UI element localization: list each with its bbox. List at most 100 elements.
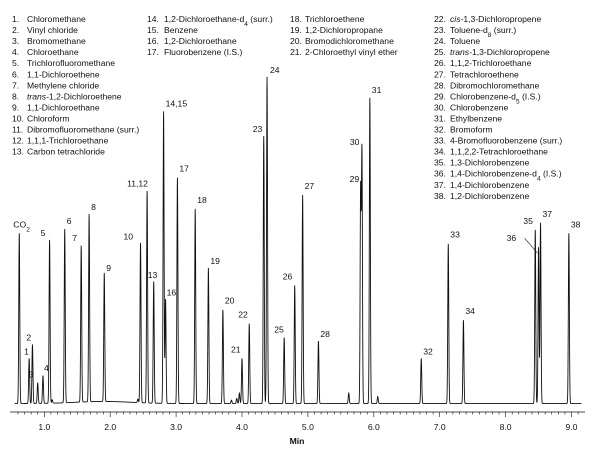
legend-item-number: 30. xyxy=(434,102,446,112)
legend-item-number: 19. xyxy=(290,25,302,35)
legend-item-name: Methylene chloride xyxy=(27,80,99,90)
legend-item-name: Chlorobenzene xyxy=(450,102,509,112)
legend-item-name: Dibromochloromethane xyxy=(450,80,540,90)
legend-item-number: 12. xyxy=(12,136,24,146)
legend-item-name: trans-1,3-Dichloropropene xyxy=(450,47,550,57)
legend-item-number: 27. xyxy=(434,69,446,79)
legend-item-number: 25. xyxy=(434,47,446,57)
peak-label: 36 xyxy=(507,233,517,243)
legend-item-name: Benzene xyxy=(164,25,198,35)
legend-item-name: Bromomethane xyxy=(27,36,86,46)
legend-item-number: 33. xyxy=(434,136,446,146)
legend-item-name: 1,2-Dichloropropane xyxy=(305,25,383,35)
legend-item-name: Bromodichloromethane xyxy=(305,36,394,46)
peak-label: 19 xyxy=(210,256,220,266)
x-tick-label: 3.0 xyxy=(170,422,182,432)
legend-item-name: 4-Bromofluorobenzene (surr.) xyxy=(450,136,562,146)
legend-item-number: 13. xyxy=(12,147,24,157)
legend-item-number: 10. xyxy=(12,113,24,123)
peak-label: 11,12 xyxy=(127,179,148,189)
legend-item-name: Tetrachloroethene xyxy=(450,69,519,79)
legend-item-name: Dibromofluoromethane (surr.) xyxy=(27,125,139,135)
peak-label: 23 xyxy=(253,124,263,134)
chromatogram-trace xyxy=(14,76,582,404)
legend-item-number: 22. xyxy=(434,14,446,24)
peak-label: 9 xyxy=(106,263,111,273)
peak-label: 1 xyxy=(24,346,29,356)
peak-label: 27 xyxy=(305,181,315,191)
peak-label: 37 xyxy=(543,209,553,219)
peak-label: 7 xyxy=(72,233,77,243)
legend-item-name: Vinyl chloride xyxy=(27,25,78,35)
chromatogram-trace-group xyxy=(14,76,582,404)
legend-item-number: 28. xyxy=(434,80,446,90)
legend-item-number: 18. xyxy=(290,14,302,24)
legend-item-number: 21. xyxy=(290,47,302,57)
peak-label: 3 xyxy=(29,370,34,380)
legend-item-number: 5. xyxy=(12,58,19,68)
legend-item-name: 1,1-Dichloroethane xyxy=(27,102,100,112)
legend-item-number: 8. xyxy=(12,91,19,101)
peak-label: 22 xyxy=(238,310,248,320)
legend-item-number: 23. xyxy=(434,25,446,35)
peak-label: 14,15 xyxy=(166,99,188,109)
peak-label: 18 xyxy=(197,195,207,205)
legend-item-name: 2-Chloroethyl vinyl ether xyxy=(305,47,398,57)
legend-item-name: 1,2-Dichlorobenzene xyxy=(450,191,530,201)
legend-item-number: 15. xyxy=(147,25,159,35)
peak-label: 16 xyxy=(167,287,177,297)
x-tick-label: 6.0 xyxy=(368,422,380,432)
legend-item-name: Chloromethane xyxy=(27,14,86,24)
peak-label: 35 xyxy=(523,216,533,226)
peak-label: 25 xyxy=(274,325,284,335)
peak-label: 13 xyxy=(148,270,158,280)
peak-label: 32 xyxy=(423,346,433,356)
x-tick-label: 2.0 xyxy=(104,422,116,432)
peak-label: 20 xyxy=(225,296,235,306)
legend-item-name: 1,2-Dichloroethane xyxy=(164,36,237,46)
peak-label: 30 xyxy=(350,137,360,147)
legend-item-name: Bromoform xyxy=(450,125,493,135)
legend-item-number: 1. xyxy=(12,14,19,24)
legend-item-number: 36. xyxy=(434,169,446,179)
peak-label: 17 xyxy=(179,164,189,174)
legend-item-name: 1,1-Dichloroethene xyxy=(27,69,100,79)
legend-item-name: Toluene xyxy=(450,36,480,46)
legend-item-number: 20. xyxy=(290,36,302,46)
legend-item-number: 14. xyxy=(147,14,159,24)
peak-label: 2 xyxy=(26,333,31,343)
peak-label: 33 xyxy=(450,230,460,240)
legend-item-number: 2. xyxy=(12,25,19,35)
legend-item-name: Carbon tetrachloride xyxy=(27,147,105,157)
legend-item-number: 29. xyxy=(434,91,446,101)
legend-item-number: 38. xyxy=(434,191,446,201)
legend-item-name: Ethylbenzene xyxy=(450,113,502,123)
legend-item-number: 16. xyxy=(147,36,159,46)
legend-item-number: 17. xyxy=(147,47,159,57)
peak-label: 38 xyxy=(571,219,581,229)
peak-label: 21 xyxy=(231,344,241,354)
compound-legend: 1. Chloromethane 2. Vinyl chloride 3. Bromome… xyxy=(12,14,562,201)
x-tick-label: 7.0 xyxy=(434,422,446,432)
legend-item-name: Trichlorofluoromethane xyxy=(27,58,115,68)
peak-label: 31 xyxy=(372,85,382,95)
peak-label: 5 xyxy=(41,228,46,238)
peak-label: 28 xyxy=(320,329,330,339)
legend-item-number: 6. xyxy=(12,69,19,79)
peak-label: 24 xyxy=(270,65,280,75)
legend-item-name: 1,4-Dichlorobenzene xyxy=(450,180,530,190)
legend-item-number: 35. xyxy=(434,158,446,168)
peak-label: 29 xyxy=(350,174,360,184)
peak-label: 10 xyxy=(124,232,134,242)
x-tick-label: 5.0 xyxy=(302,422,314,432)
legend-item-number: 31. xyxy=(434,113,446,123)
legend-item-name: 1,1,1-Trichloroethane xyxy=(27,136,109,146)
peak-label-group: CO21234567891011,121314,1516171819202122… xyxy=(13,65,580,380)
x-axis-title: Min xyxy=(290,436,305,446)
legend-item-name: trans-1,2-Dichloroethene xyxy=(27,91,122,101)
peak-label: CO2 xyxy=(13,219,30,233)
legend-item-number: 4. xyxy=(12,47,19,57)
peak-label: 6 xyxy=(67,216,72,226)
legend-item-name: 1,1,2-Trichloroethane xyxy=(450,58,532,68)
